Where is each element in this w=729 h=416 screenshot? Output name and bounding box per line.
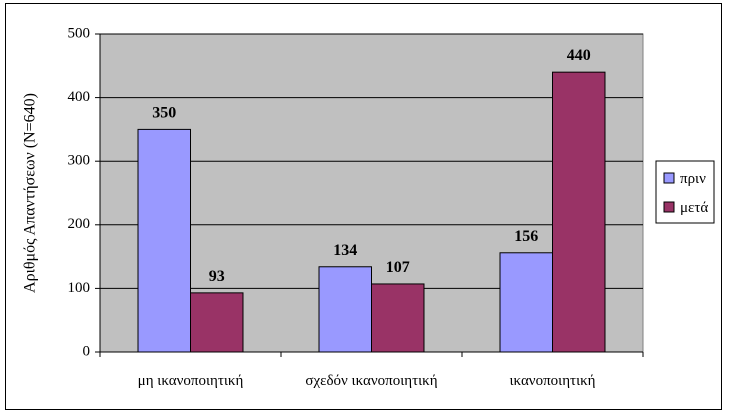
x-category-label: σχεδόν ικανοποιητική bbox=[305, 373, 437, 389]
axes bbox=[95, 33, 644, 357]
y-tick-label: 100 bbox=[68, 280, 91, 296]
y-tick-label: 400 bbox=[68, 89, 91, 105]
legend-label-after: μετά bbox=[680, 200, 708, 216]
data-label: 134 bbox=[333, 242, 357, 259]
legend-swatch-before bbox=[663, 172, 675, 184]
legend: πριν μετά bbox=[655, 160, 715, 224]
bars bbox=[137, 71, 606, 353]
legend-box bbox=[655, 160, 715, 224]
bar-after bbox=[190, 292, 244, 353]
legend-swatch-after bbox=[663, 201, 675, 213]
x-category-label: ικανοποιητική bbox=[509, 373, 595, 389]
bar-before bbox=[499, 252, 554, 353]
legend-label-before: πριν bbox=[680, 171, 706, 187]
bar-after bbox=[371, 283, 425, 353]
y-tick-label: 300 bbox=[68, 153, 91, 169]
y-tick-label: 500 bbox=[68, 25, 91, 41]
y-axis-title: Αριθμός Απαντήσεων (N=640) bbox=[22, 93, 39, 293]
data-labels: 350 93 134 107 156 440 bbox=[152, 47, 590, 285]
data-label: 107 bbox=[386, 259, 410, 276]
x-category-labels: μη ικανοποιητική σχεδόν ικανοποιητική ικαν… bbox=[138, 373, 596, 389]
bar-before bbox=[137, 128, 191, 353]
y-tick-label: 0 bbox=[83, 343, 91, 359]
x-category-label: μη ικανοποιητική bbox=[138, 373, 244, 389]
data-label: 156 bbox=[514, 228, 538, 245]
data-label: 350 bbox=[152, 104, 176, 121]
bar-after bbox=[552, 71, 606, 353]
y-tick-labels: 0 100 200 300 400 500 bbox=[68, 25, 91, 359]
data-label: 440 bbox=[567, 47, 591, 64]
bar-before bbox=[318, 266, 373, 353]
y-tick-label: 200 bbox=[68, 216, 91, 232]
data-label: 93 bbox=[209, 268, 225, 285]
